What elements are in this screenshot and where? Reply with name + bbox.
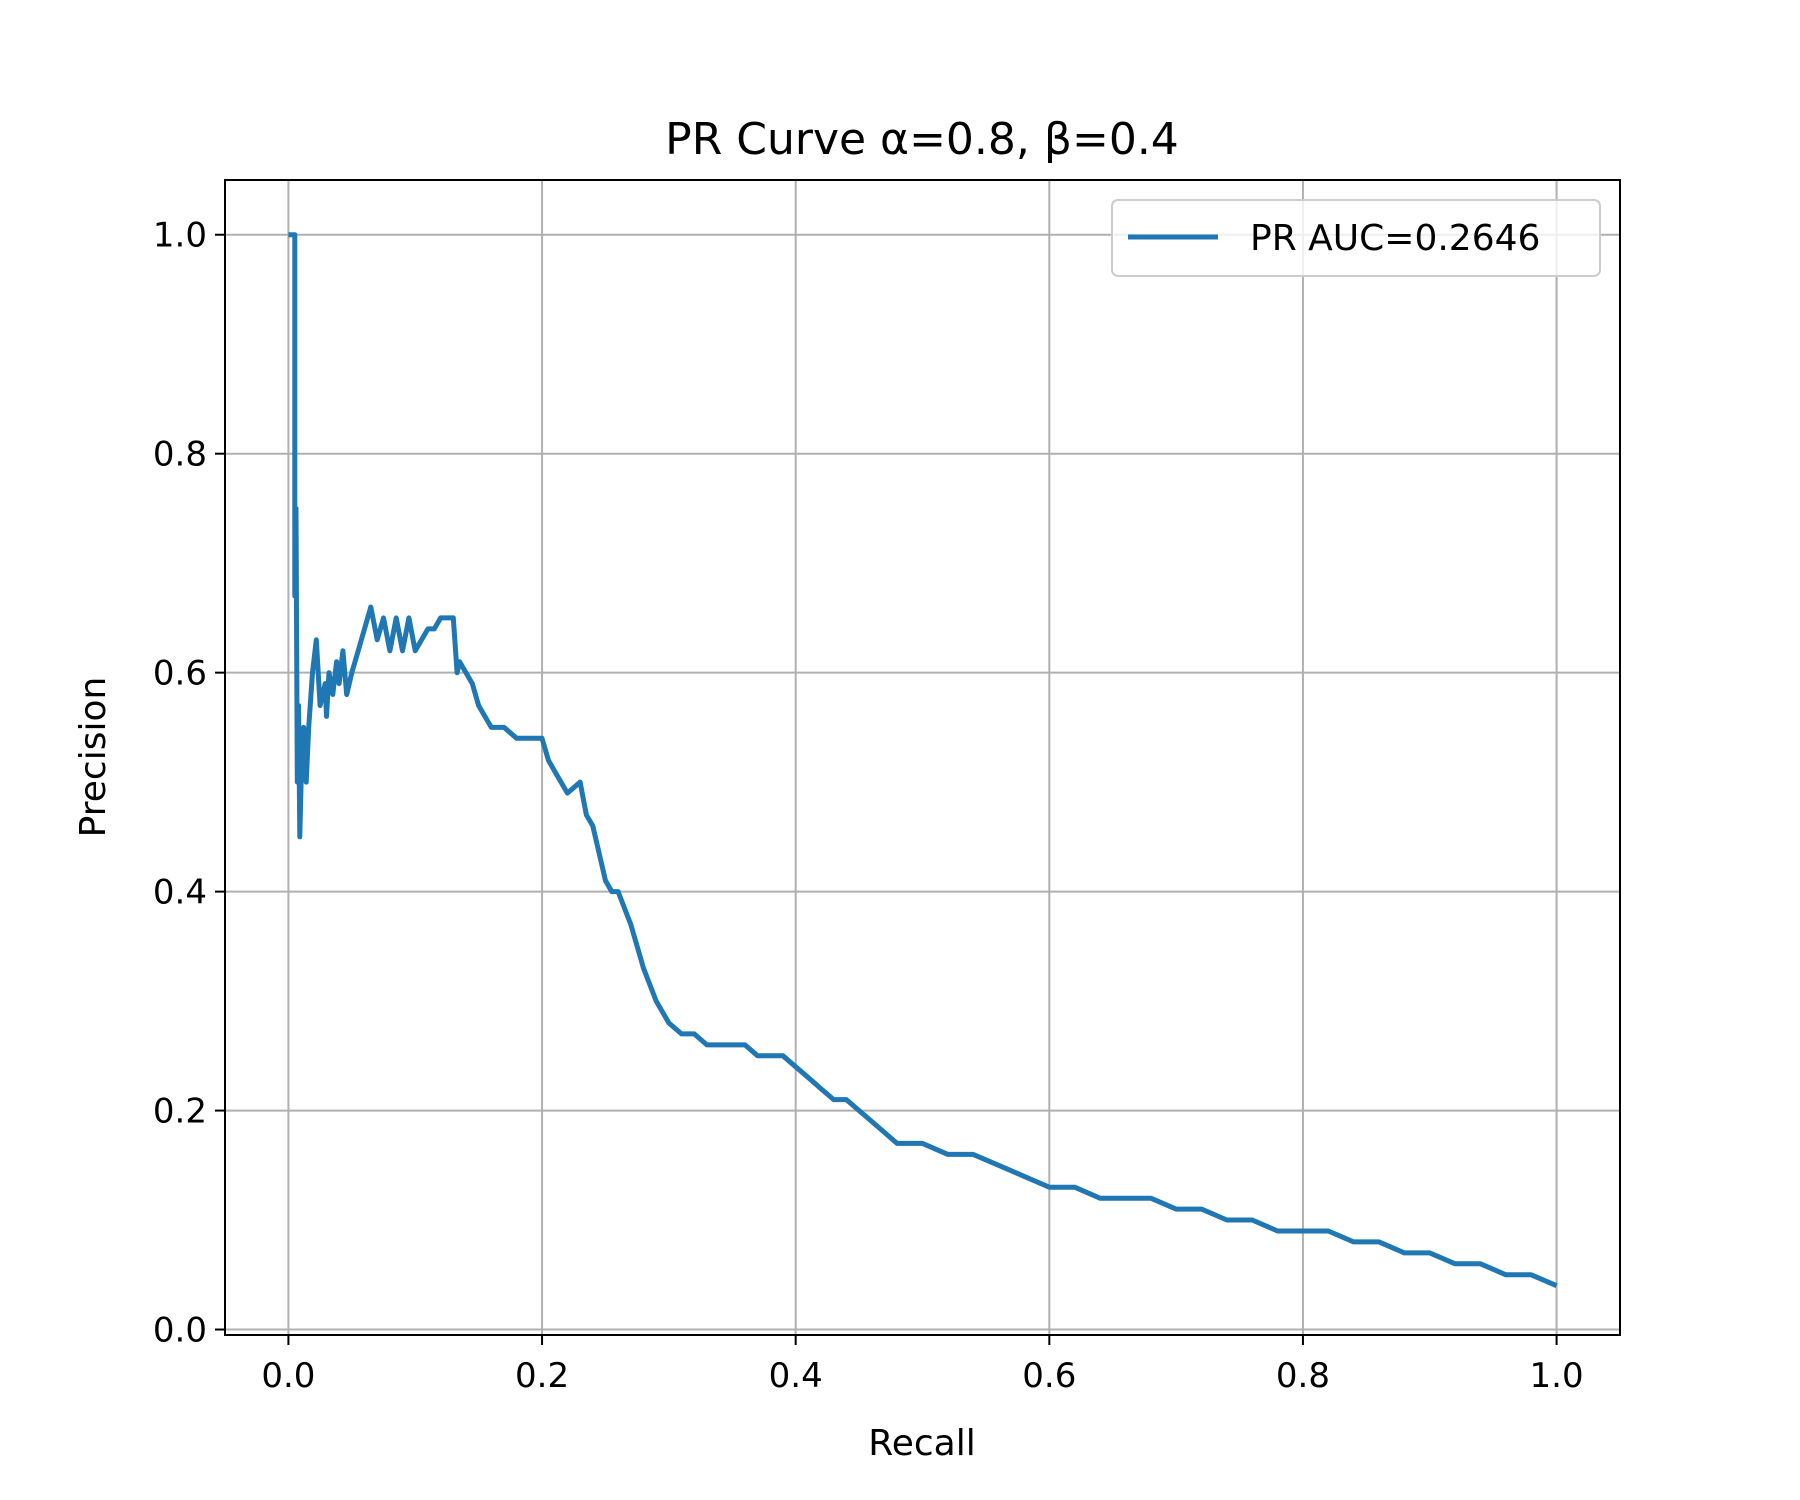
x-tick-label: 0.4: [769, 1356, 823, 1396]
legend-label: PR AUC=0.2646: [1250, 218, 1540, 259]
y-tick-label: 1.0: [153, 216, 207, 256]
y-tick-label: 0.2: [153, 1092, 207, 1132]
x-tick-label: 0.8: [1276, 1356, 1330, 1396]
y-tick-label: 0.4: [153, 873, 207, 913]
x-tick-label: 0.2: [515, 1356, 569, 1396]
y-tick-label: 0.0: [153, 1311, 207, 1351]
pr-curve-line: [288, 232, 1558, 1288]
chart-title: PR Curve α=0.8, β=0.4: [665, 114, 1179, 165]
x-axis-label: Recall: [868, 1423, 975, 1464]
x-tick-label: 0.0: [261, 1356, 315, 1396]
legend-box: [1111, 199, 1601, 277]
x-tick-label: 1.0: [1530, 1356, 1584, 1396]
y-tick-label: 0.6: [153, 654, 207, 694]
series-layer: [288, 232, 1558, 1288]
grid-lines: [225, 180, 1620, 1335]
plot-area-frame: [224, 179, 1621, 1336]
y-axis-label: Precision: [73, 677, 114, 838]
y-tick-label: 0.8: [153, 435, 207, 475]
x-tick-label: 0.6: [1022, 1356, 1076, 1396]
legend: PR AUC=0.2646: [1111, 199, 1601, 277]
axis-ticks: 0.0 0.2 0.4 0.6 0.8 1.0 0.0 0.2 0.4 0.6 0.8 1.0: [153, 216, 1584, 1396]
